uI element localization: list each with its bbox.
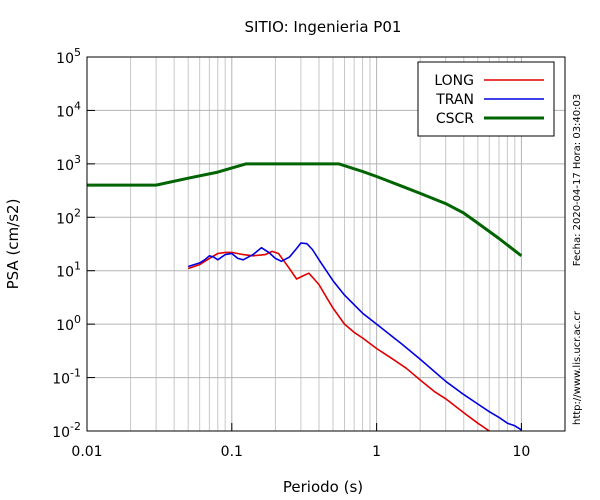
axis-ticks: [86, 56, 522, 432]
legend-label-cscr: CSCR: [436, 111, 474, 127]
y-tick-labels: 10-2 10-1 100 101 102 103 104 105: [52, 46, 81, 441]
y-tick-label: 101: [56, 260, 81, 281]
y-axis-label: PSA (cm/s2): [4, 199, 22, 290]
series-line-long: [187, 250, 490, 432]
y-tick-label: 10-2: [52, 420, 81, 441]
series-line-cscr: [87, 162, 523, 257]
plot-frame: [86, 56, 566, 432]
y-tick-label: 105: [56, 46, 81, 67]
x-tick-label: 10: [512, 444, 530, 460]
y-tick-label: 100: [56, 313, 81, 334]
side-text-date: Fecha: 2020-04-17 Hora: 03:40:03: [572, 94, 583, 267]
x-tick-labels: 0.01 0.1 1 10: [71, 444, 530, 460]
chart-title: SITIO: Ingenieria P01: [245, 18, 402, 36]
y-tick-label: 103: [56, 153, 81, 174]
legend-label-tran: TRAN: [435, 92, 474, 108]
x-tick-label: 0.1: [221, 444, 243, 460]
x-tick-label: 1: [372, 444, 381, 460]
y-tick-label: 104: [56, 99, 81, 120]
y-tick-label: 10-1: [52, 367, 81, 388]
side-text-url: http://www.lis.ucr.ac.cr: [572, 310, 583, 425]
x-axis-label: Periodo (s): [283, 478, 363, 496]
y-tick-label: 102: [56, 206, 81, 227]
legend: LONG TRAN CSCR: [417, 61, 555, 137]
series-line-tran: [187, 242, 522, 431]
legend-items: LONG TRAN CSCR: [434, 73, 544, 127]
x-tick-label: 0.01: [71, 444, 102, 460]
series-layer: [87, 162, 523, 432]
legend-label-long: LONG: [434, 73, 474, 89]
